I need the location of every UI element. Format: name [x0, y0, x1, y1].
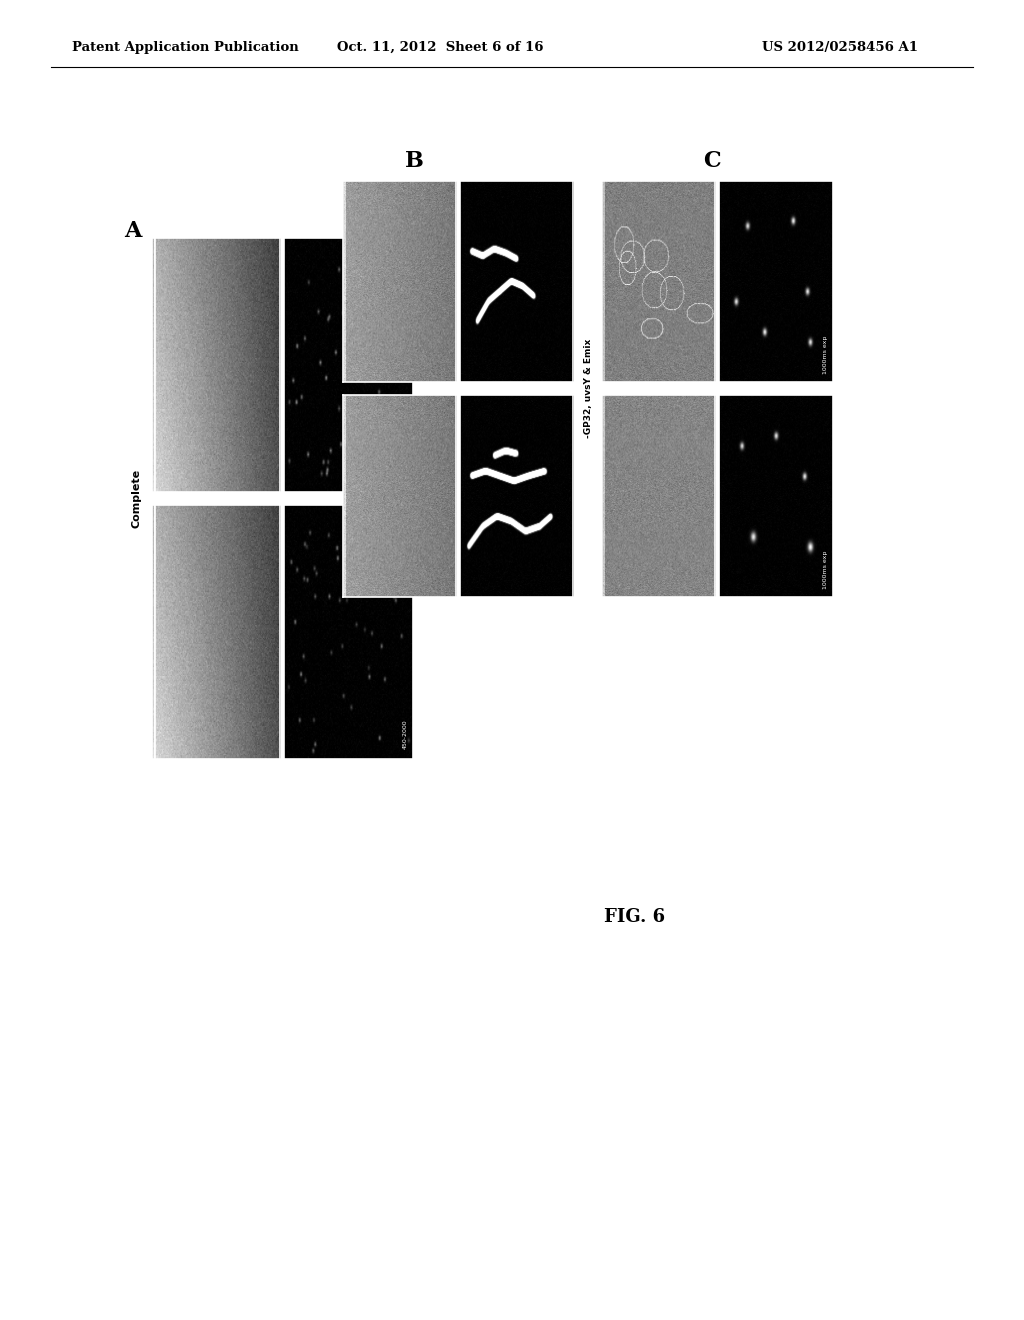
- Text: A: A: [125, 220, 141, 242]
- Text: 450-2000: 450-2000: [402, 719, 408, 748]
- Text: C: C: [702, 150, 721, 172]
- Text: -GP32 & uvsY: -GP32 & uvsY: [326, 350, 336, 428]
- Text: Complete: Complete: [131, 469, 141, 528]
- Text: Patent Application Publication: Patent Application Publication: [72, 41, 298, 54]
- Text: B: B: [406, 150, 424, 172]
- Text: Oct. 11, 2012  Sheet 6 of 16: Oct. 11, 2012 Sheet 6 of 16: [337, 41, 544, 54]
- Text: 1000ms exp: 1000ms exp: [823, 550, 828, 589]
- Text: FIG. 6: FIG. 6: [604, 908, 666, 927]
- Text: US 2012/0258456 A1: US 2012/0258456 A1: [762, 41, 918, 54]
- Text: 1000ms exp: 1000ms exp: [823, 335, 828, 374]
- Text: -GP32, uvsY & Emix: -GP32, uvsY & Emix: [585, 339, 593, 438]
